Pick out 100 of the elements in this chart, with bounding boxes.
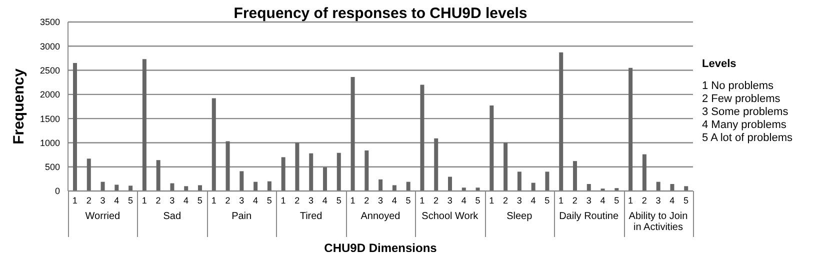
x-tick-label: 5 (406, 195, 411, 206)
x-tick-label: 1 (420, 195, 425, 206)
y-tick-label: 1000 (40, 138, 60, 148)
bar (406, 182, 410, 191)
x-tick-label: 1 (558, 195, 564, 206)
text: Sleep (506, 211, 534, 222)
x-tick-label: 1 (142, 195, 147, 206)
bar (184, 186, 188, 191)
y-tick-label: 3500 (40, 17, 60, 28)
bar (156, 160, 160, 191)
x-tick-label: 3 (586, 195, 592, 206)
bar (309, 153, 314, 191)
x-tick-label: 5 (544, 195, 550, 206)
x-tick-label: 5 (336, 195, 342, 206)
x-tick-label: 4 (392, 195, 397, 206)
bar (364, 150, 369, 191)
x-tick-label: 5 (684, 195, 689, 206)
bar (114, 184, 119, 191)
x-tick-label: 4 (461, 195, 466, 206)
x-tick-label: 2 (364, 195, 370, 206)
x-tick-label: 2 (434, 195, 439, 206)
bar (198, 185, 202, 191)
bar (142, 59, 146, 191)
text: 1 No problems (702, 80, 775, 93)
bar (684, 186, 688, 191)
text: Daily Routine (558, 211, 620, 222)
x-tick-label: 2 (502, 195, 508, 206)
y-axis-title: Frequency (10, 68, 28, 144)
x-tick-label: 5 (475, 195, 480, 206)
text: 3 Some problems (702, 106, 790, 119)
x-tick-label: 1 (489, 195, 494, 206)
x-tick-label: 4 (530, 195, 536, 206)
bar (73, 63, 77, 191)
x-tick-label: 4 (600, 195, 606, 206)
bar (323, 167, 327, 191)
bar (240, 171, 244, 191)
x-tick-label: 5 (197, 195, 202, 206)
y-tick-label: 2500 (40, 65, 60, 76)
bar (295, 142, 300, 191)
bar (212, 98, 216, 191)
text: Pain (230, 211, 253, 222)
bar (448, 176, 452, 191)
text: 4 Many problems (702, 119, 788, 132)
bar (573, 161, 577, 191)
bar (586, 184, 591, 191)
x-tick-label: 2 (225, 195, 230, 206)
y-tick-label: 500 (44, 162, 60, 172)
text: Tired (298, 211, 324, 222)
x-tick-label: 5 (266, 195, 272, 206)
bar (628, 68, 633, 191)
x-tick-label: 3 (100, 195, 106, 206)
bar (434, 138, 438, 191)
bar (545, 172, 550, 191)
x-tick-label: 1 (280, 195, 286, 206)
x-tick-label: 3 (170, 195, 175, 206)
x-tick-label: 3 (308, 195, 314, 206)
bar (656, 182, 660, 191)
y-tick-label: 1500 (40, 114, 60, 124)
text: 2 Few problems (702, 93, 782, 106)
bar (226, 141, 230, 191)
x-tick-label: 1 (628, 195, 634, 206)
bar (531, 182, 536, 191)
x-tick-label: 5 (128, 195, 134, 206)
text: Worried (84, 211, 122, 222)
bar (392, 185, 396, 191)
x-tick-label: 4 (252, 195, 258, 206)
legend-title: Levels (702, 58, 738, 70)
bar (670, 184, 674, 191)
x-tick-label: 2 (86, 195, 92, 206)
bar (336, 152, 341, 191)
x-tick-label: 3 (516, 195, 522, 206)
bar (281, 157, 286, 191)
y-tick-label: 0 (54, 186, 60, 196)
bar (170, 183, 174, 191)
x-tick-label: 1 (211, 195, 216, 206)
x-tick-label: 3 (447, 195, 452, 206)
y-tick-label: 3000 (40, 41, 60, 52)
text: Annoyed (360, 211, 402, 222)
x-tick-label: 2 (156, 195, 161, 206)
x-tick-label: 2 (294, 195, 300, 206)
chart-title: Frequency of responses to CHU9D levels (232, 5, 528, 22)
x-tick-label: 4 (322, 195, 328, 206)
bar (420, 84, 424, 191)
text: 5 A lot of problems (702, 132, 792, 145)
x-tick-label: 3 (378, 195, 384, 206)
x-tick-label: 4 (184, 195, 189, 206)
text: Sad (162, 211, 182, 222)
bar (254, 182, 258, 191)
x-tick-label: 4 (114, 195, 120, 206)
x-tick-label: 1 (72, 195, 78, 206)
x-tick-label: 4 (670, 195, 675, 206)
bar (490, 106, 494, 191)
bar (559, 52, 564, 191)
bar (378, 179, 383, 191)
x-axis-title: CHU9D Dimensions (324, 241, 438, 255)
text: Ability to Join in Activities (628, 211, 689, 233)
bar (350, 77, 355, 191)
bar (128, 186, 133, 191)
x-tick-label: 3 (656, 195, 661, 206)
y-tick-label: 2000 (40, 90, 60, 100)
